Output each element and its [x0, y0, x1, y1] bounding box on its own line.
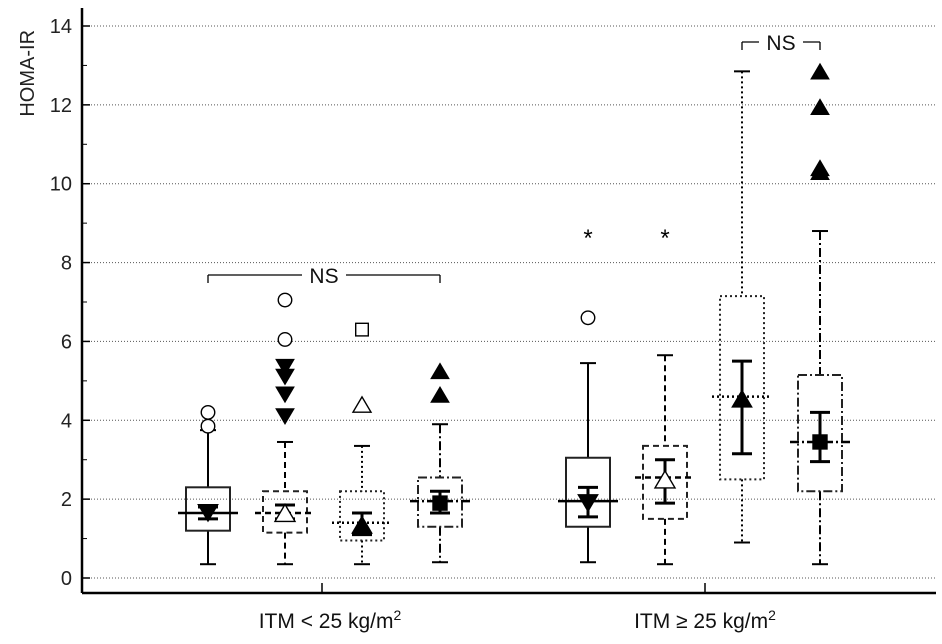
box-series-4 [790, 62, 850, 566]
significance-bracket: NS [207, 265, 441, 288]
mean-marker [197, 503, 219, 523]
box-group-2: * * NS ITM ≥ 25 kg/m2 [558, 32, 850, 633]
box-series-3 [712, 70, 772, 544]
x-group-label: ITM ≥ 25 kg/m2 [634, 607, 776, 633]
outlier-point [275, 408, 295, 425]
outlier-point [277, 292, 293, 308]
box-iqr [339, 490, 385, 542]
significance-bracket: NS [741, 32, 821, 55]
outlier-point [275, 368, 295, 386]
box-series-1 [178, 404, 238, 566]
outlier-point [275, 386, 295, 404]
gridlines [82, 25, 936, 579]
outlier-point [200, 418, 216, 434]
mean-marker [653, 469, 677, 489]
significance-label: NS [309, 265, 338, 288]
y-tick-label: 10 [50, 174, 72, 196]
outlier-point [200, 404, 216, 420]
outlier-point [430, 386, 450, 403]
box-series-1: * [558, 225, 618, 564]
outlier-point [275, 358, 295, 376]
y-ticks: 0 2 4 6 8 10 12 14 [50, 16, 90, 590]
box-series-2: * [635, 225, 695, 566]
outlier-point [810, 98, 830, 115]
y-tick-label: 4 [61, 410, 72, 432]
y-axis-label: HOMA-IR [17, 30, 39, 117]
mean-marker [273, 503, 297, 523]
outlier-point [810, 62, 830, 80]
box-iqr [719, 295, 765, 481]
box-series-3 [332, 322, 392, 566]
y-tick-label: 14 [50, 16, 72, 38]
y-tick-label: 2 [61, 489, 72, 511]
box-series-2 [255, 292, 315, 566]
outlier-point: * [660, 225, 669, 252]
y-tick-label: 12 [50, 95, 72, 117]
box-iqr [642, 444, 688, 520]
outlier-point [580, 310, 596, 326]
outlier-point [810, 163, 830, 181]
box-iqr [565, 456, 611, 528]
mean-marker [577, 494, 599, 513]
x-group-label: ITM < 25 kg/m2 [259, 607, 402, 633]
box-iqr [185, 486, 231, 532]
mean-marker [351, 515, 373, 534]
y-tick-label: 8 [61, 253, 72, 275]
box-series-4 [410, 362, 470, 564]
box-iqr [797, 373, 843, 493]
outlier-point [277, 332, 293, 347]
outlier-point [355, 322, 370, 337]
mean-marker [812, 434, 828, 450]
box-group-1: NS ITM < 25 kg/m2 [178, 265, 470, 633]
outlier-point [430, 362, 450, 380]
y-tick-label: 6 [61, 331, 72, 353]
outlier-point [351, 395, 373, 413]
y-tick-label: 0 [61, 568, 72, 590]
mean-marker [731, 389, 753, 408]
mean-marker [432, 495, 448, 511]
significance-label: NS [766, 32, 795, 55]
outlier-point: * [583, 225, 592, 252]
